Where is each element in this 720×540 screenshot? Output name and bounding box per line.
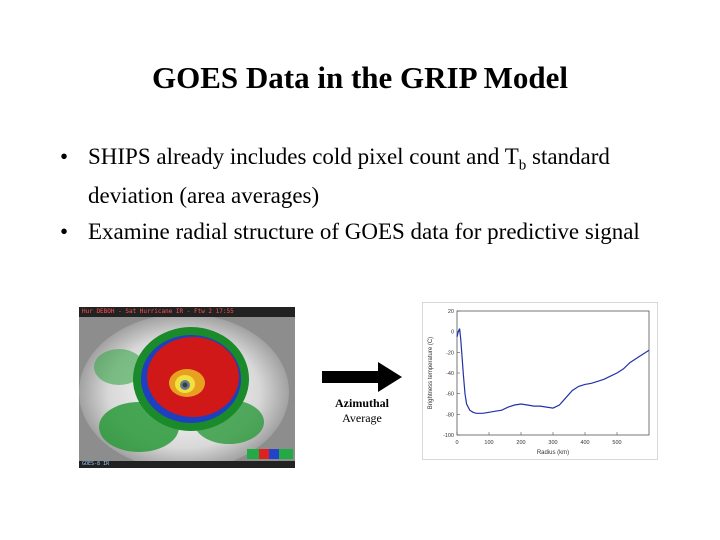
y-tick-label: -60: [446, 392, 454, 398]
y-tick-label: -80: [446, 412, 454, 418]
bullet-marker: •: [60, 218, 69, 244]
chart-svg: 0 100 200 300 400 500200-20-40-60-80-100Radiu…: [428, 309, 650, 456]
x-tick-label: 100: [484, 440, 493, 446]
bullet-list: • SHIPS already includes cold pixel coun…: [60, 142, 680, 253]
bullet-text: Examine radial structure of GOES data fo…: [88, 218, 640, 244]
bullet-text: SHIPS already includes cold pixel count …: [88, 144, 519, 169]
bullet-subscript: b: [518, 157, 527, 174]
arrow-label: Azimuthal Average: [322, 396, 402, 426]
slide-title: GOES Data in the GRIP Model: [152, 60, 568, 95]
x-axis-label: Radius (km): [537, 450, 569, 456]
y-tick-label: 20: [448, 309, 454, 315]
y-axis-label: Brightness temperature (C): [428, 337, 434, 409]
x-tick-label: 400: [580, 440, 589, 446]
x-tick-label: 200: [516, 440, 525, 446]
satellite-footer: GOES-8 IR: [79, 461, 295, 468]
series-line: [456, 328, 650, 414]
right-arrow-icon: [322, 362, 402, 392]
x-tick-label: 500: [612, 440, 621, 446]
arrow-label-line2: Average: [342, 411, 382, 425]
bullet-text-continued: standard deviation (area averages): [88, 144, 610, 208]
bullet-item: • SHIPS already includes cold pixel coun…: [60, 142, 680, 211]
y-tick-label: -40: [446, 371, 454, 377]
y-tick-label: 0: [451, 330, 454, 336]
y-tick-label: -100: [443, 433, 454, 439]
radial-profile-chart: 0 100 200 300 400 500 20 0 -20 -40 -60 -80 -100 Radiu…: [422, 302, 658, 460]
plot-frame: [456, 310, 650, 436]
satellite-ir-image: Hur DEBOH - Sat Hurricane IR - Ftw 2 17:…: [79, 307, 295, 468]
bullet-marker: •: [60, 144, 69, 169]
y-tick-label: -20: [446, 350, 454, 356]
satellite-header: Hur DEBOH - Sat Hurricane IR - Ftw 2 17:…: [79, 307, 295, 317]
arrow-label-line1: Azimuthal: [335, 396, 389, 410]
bullet-item: • Examine radial structure of GOES data …: [60, 217, 680, 247]
satellite-ir-picture: [79, 307, 295, 468]
x-tick-label: 300: [548, 440, 557, 446]
x-tick-label: 0: [455, 440, 458, 446]
